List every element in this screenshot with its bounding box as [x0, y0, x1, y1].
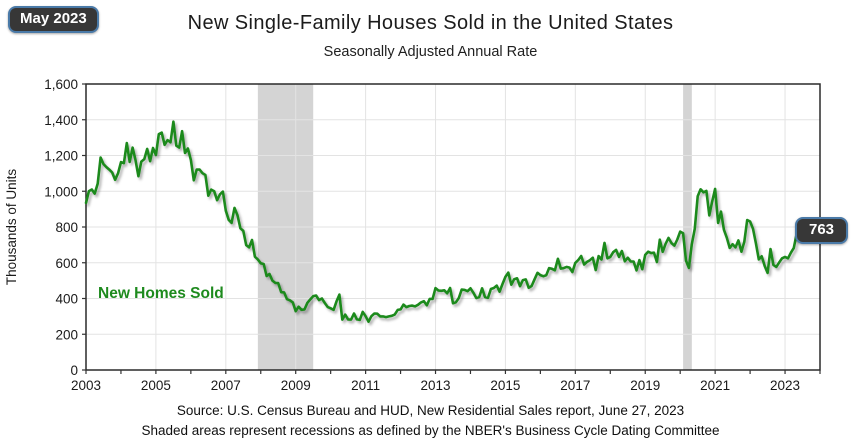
sales-line: [84, 120, 798, 323]
y-tick-label: 1,200: [44, 149, 78, 164]
y-axis-title: Thousands of Units: [4, 169, 19, 286]
y-tick-label: 1,000: [44, 184, 78, 199]
x-tick-label: 2007: [211, 378, 241, 393]
x-tick-label: 2013: [421, 378, 451, 393]
x-tick-label: 2009: [281, 378, 311, 393]
latest-value-badge: 763: [795, 217, 849, 244]
y-tick-label: 800: [55, 220, 78, 235]
x-tick-label: 2015: [490, 378, 520, 393]
source-text: Source: U.S. Census Bureau and HUD, New …: [176, 403, 685, 418]
x-tick-label: 2017: [560, 378, 590, 393]
x-tick-label: 2023: [770, 378, 800, 393]
series-label: New Homes Sold: [98, 285, 224, 302]
date-badge: May 2023: [8, 6, 99, 33]
y-tick-label: 1,400: [44, 113, 78, 128]
y-tick-label: 600: [55, 256, 78, 271]
chart-subtitle: Seasonally Adjusted Annual Rate: [323, 44, 538, 60]
y-tick-label: 400: [55, 292, 78, 307]
chart-title: New Single-Family Houses Sold in the Uni…: [187, 12, 674, 34]
x-tick-label: 2011: [351, 378, 380, 393]
recession-note-text: Shaded areas represent recessions as def…: [141, 423, 720, 438]
x-tick-label: 2003: [71, 378, 101, 393]
y-tick-label: 200: [55, 327, 78, 342]
y-tick-label: 1,600: [44, 77, 78, 92]
x-tick-label: 2005: [141, 378, 171, 393]
y-tick-label: 0: [70, 363, 78, 378]
x-tick-label: 2021: [700, 378, 730, 393]
x-tick-label: 2019: [630, 378, 660, 393]
